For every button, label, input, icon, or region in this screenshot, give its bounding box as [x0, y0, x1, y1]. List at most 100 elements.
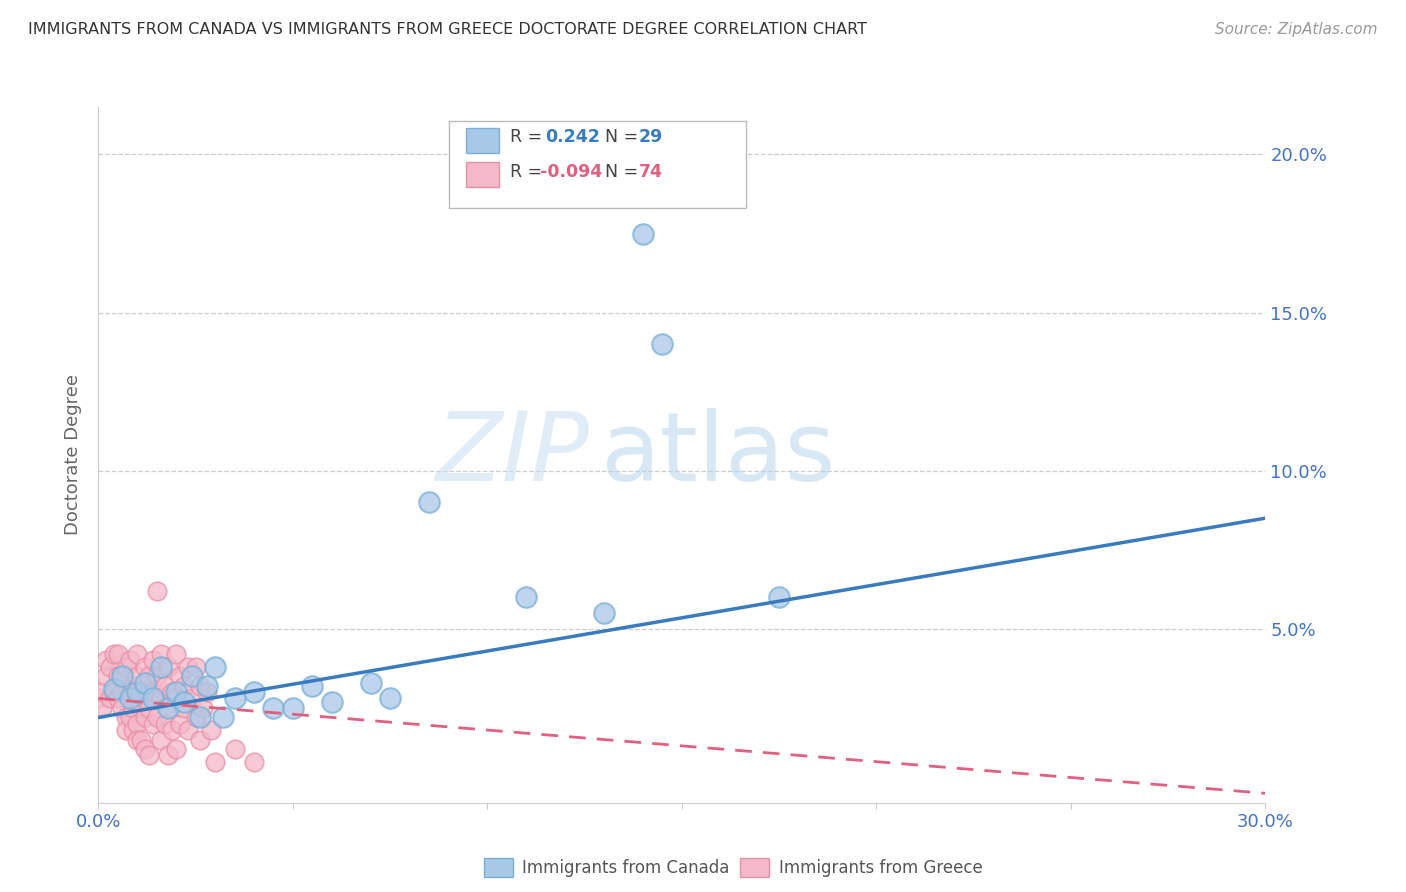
Point: [122, 679, 145, 693]
Point: [177, 723, 200, 737]
Point: [96, 653, 118, 667]
Point: [165, 647, 187, 661]
Point: [91, 685, 114, 699]
Point: [129, 732, 152, 747]
Point: [111, 701, 134, 715]
Point: [114, 723, 136, 737]
Point: [378, 691, 402, 706]
Point: [243, 755, 266, 769]
Point: [149, 647, 172, 661]
Point: [138, 701, 160, 715]
Point: [114, 710, 136, 724]
Text: Source: ZipAtlas.com: Source: ZipAtlas.com: [1215, 22, 1378, 37]
Point: [129, 701, 152, 715]
Text: R =: R =: [510, 162, 548, 181]
Point: [146, 710, 169, 724]
Point: [173, 695, 195, 709]
Point: [188, 732, 211, 747]
Point: [118, 691, 141, 706]
Point: [281, 701, 304, 715]
Point: [224, 691, 246, 706]
Point: [127, 685, 149, 699]
Point: [153, 716, 176, 731]
Point: [96, 669, 118, 683]
Point: [515, 591, 537, 605]
Text: Immigrants from Canada: Immigrants from Canada: [522, 858, 730, 877]
Point: [169, 716, 191, 731]
Point: [103, 681, 125, 696]
Point: [165, 685, 187, 699]
FancyBboxPatch shape: [465, 162, 499, 187]
Point: [593, 606, 616, 620]
Point: [157, 660, 180, 674]
Point: [768, 591, 790, 605]
Point: [157, 701, 180, 715]
Point: [162, 685, 184, 699]
Point: [107, 691, 129, 706]
Text: ZIP: ZIP: [434, 409, 589, 501]
Point: [321, 695, 343, 709]
Point: [134, 660, 156, 674]
Point: [188, 710, 211, 724]
Point: [177, 660, 200, 674]
Point: [149, 660, 172, 674]
Point: [184, 710, 207, 724]
Point: [165, 742, 187, 756]
Text: R =: R =: [510, 128, 554, 146]
Point: [142, 716, 165, 731]
Point: [195, 679, 218, 693]
Point: [114, 660, 136, 674]
Point: [360, 675, 382, 690]
Text: 74: 74: [638, 162, 662, 181]
Point: [134, 675, 156, 690]
Point: [142, 685, 165, 699]
Point: [107, 647, 129, 661]
Text: 0.242: 0.242: [546, 128, 600, 146]
Point: [651, 337, 673, 351]
Point: [149, 691, 172, 706]
Point: [111, 669, 134, 683]
Point: [134, 742, 156, 756]
Point: [157, 748, 180, 763]
Point: [200, 723, 222, 737]
Point: [118, 710, 141, 724]
Point: [173, 701, 195, 715]
Point: [98, 691, 121, 706]
Point: [91, 701, 114, 715]
Point: [184, 660, 207, 674]
Point: [224, 742, 246, 756]
Point: [103, 685, 125, 699]
Point: [162, 723, 184, 737]
Text: atlas: atlas: [600, 409, 835, 501]
Y-axis label: Doctorate Degree: Doctorate Degree: [63, 375, 82, 535]
Point: [262, 701, 284, 715]
Point: [111, 669, 134, 683]
Point: [169, 669, 191, 683]
Text: -0.094: -0.094: [540, 162, 602, 181]
Point: [118, 685, 141, 699]
Point: [127, 647, 149, 661]
Point: [165, 691, 187, 706]
Point: [204, 755, 226, 769]
Point: [103, 647, 125, 661]
Point: [631, 227, 654, 241]
FancyBboxPatch shape: [484, 858, 513, 877]
Point: [98, 660, 121, 674]
Point: [122, 701, 145, 715]
Point: [111, 685, 134, 699]
Point: [173, 679, 195, 693]
Point: [122, 723, 145, 737]
Point: [193, 701, 215, 715]
Point: [195, 685, 218, 699]
Text: N =: N =: [595, 162, 644, 181]
Point: [127, 716, 149, 731]
Point: [149, 732, 172, 747]
Point: [301, 679, 323, 693]
Point: [127, 669, 149, 683]
Point: [134, 710, 156, 724]
Point: [138, 748, 160, 763]
Text: Immigrants from Greece: Immigrants from Greece: [779, 858, 983, 877]
Point: [153, 679, 176, 693]
FancyBboxPatch shape: [741, 858, 769, 877]
Point: [212, 710, 235, 724]
